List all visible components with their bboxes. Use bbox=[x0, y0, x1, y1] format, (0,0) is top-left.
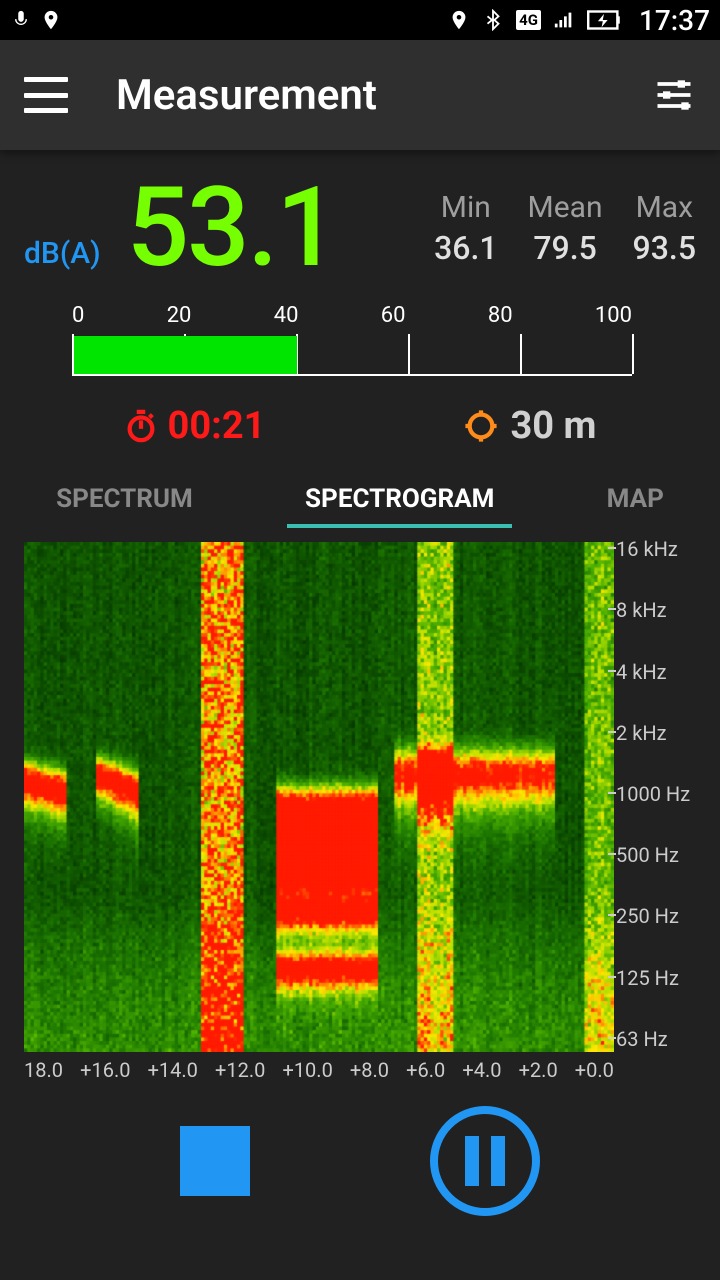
page-title: Measurement bbox=[116, 71, 377, 120]
stat-mean: Mean 79.5 bbox=[528, 190, 603, 267]
stat-max: Max 93.5 bbox=[633, 190, 696, 267]
spectrogram-canvas[interactable] bbox=[24, 542, 614, 1052]
spectrogram-panel: 16 kHz8 kHz4 kHz2 kHz1000 Hz500 Hz250 Hz… bbox=[0, 542, 720, 1052]
signal-icon bbox=[553, 9, 575, 31]
crosshair-icon bbox=[464, 409, 498, 443]
stopwatch-icon bbox=[124, 409, 158, 443]
stat-mean-label: Mean bbox=[528, 190, 603, 225]
stop-button[interactable] bbox=[180, 1126, 250, 1196]
readout-panel: dB(A) 53.1 Min 36.1 Mean 79.5 Max 93.5 0… bbox=[0, 150, 720, 448]
gps-accuracy: 30 m bbox=[464, 404, 596, 448]
sliders-icon[interactable] bbox=[652, 73, 696, 117]
elapsed-timer-value: 00:21 bbox=[168, 404, 266, 448]
android-status-bar: 4G 17:37 bbox=[0, 0, 720, 40]
tab-spectrogram[interactable]: SPECTROGRAM bbox=[287, 476, 512, 528]
spectrogram-xaxis: 18.0+16.0+14.0+12.0+10.0+8.0+6.0+4.0+2.0… bbox=[24, 1058, 614, 1082]
mic-icon bbox=[10, 9, 32, 31]
db-current-value: 53.1 bbox=[127, 178, 337, 277]
elapsed-timer: 00:21 bbox=[124, 404, 266, 448]
db-unit-label: dB(A) bbox=[24, 236, 101, 277]
playback-controls bbox=[0, 1106, 720, 1216]
tab-spectrum[interactable]: SPECTRUM bbox=[38, 476, 211, 528]
pause-button[interactable] bbox=[430, 1106, 540, 1216]
tab-map[interactable]: MAP bbox=[589, 476, 682, 528]
location-icon bbox=[40, 9, 62, 31]
spectrogram-yaxis: 16 kHz8 kHz4 kHz2 kHz1000 Hz500 Hz250 Hz… bbox=[614, 542, 700, 1052]
location-icon bbox=[448, 9, 470, 31]
app-bar: Measurement bbox=[0, 40, 720, 150]
bluetooth-icon bbox=[482, 9, 504, 31]
gps-accuracy-value: 30 m bbox=[510, 404, 596, 448]
level-meter: 020406080100 bbox=[72, 303, 632, 376]
status-clock: 17:37 bbox=[639, 4, 710, 37]
view-tabs: SPECTRUM SPECTROGRAM MAP bbox=[0, 476, 720, 528]
level-meter-fill bbox=[74, 336, 297, 374]
stat-max-value: 93.5 bbox=[633, 229, 696, 267]
stat-min-label: Min bbox=[434, 190, 497, 225]
network-badge: 4G bbox=[516, 10, 541, 30]
battery-charging-icon bbox=[587, 9, 621, 31]
stat-min-value: 36.1 bbox=[434, 229, 497, 267]
stat-mean-value: 79.5 bbox=[528, 229, 603, 267]
menu-button[interactable] bbox=[24, 77, 68, 113]
stat-max-label: Max bbox=[633, 190, 696, 225]
stat-min: Min 36.1 bbox=[434, 190, 497, 267]
